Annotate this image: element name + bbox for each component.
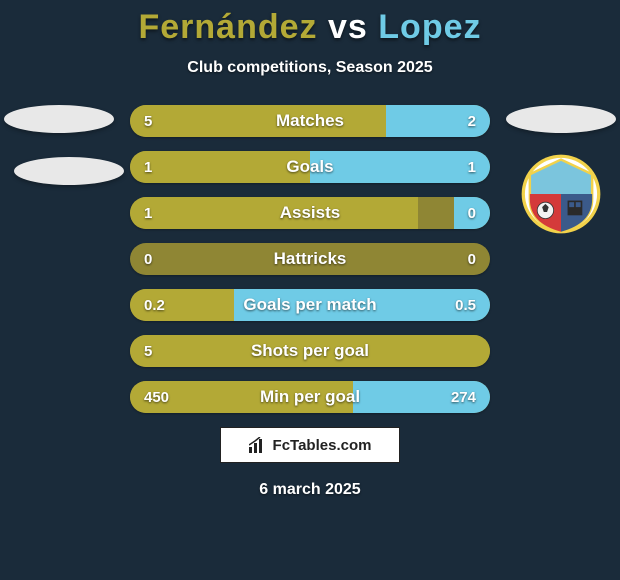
page-title: Fernández vs Lopez bbox=[0, 8, 620, 47]
stat-row: 5Matches2 bbox=[130, 105, 490, 137]
stat-row: 1Assists0 bbox=[130, 197, 490, 229]
stat-row: 5Shots per goal bbox=[130, 335, 490, 367]
stat-value-right: 0 bbox=[468, 197, 476, 229]
stat-row: 0.2Goals per match0.5 bbox=[130, 289, 490, 321]
stat-value-right: 0 bbox=[468, 243, 476, 275]
stat-label: Assists bbox=[130, 197, 490, 229]
stat-value-right: 274 bbox=[451, 381, 476, 413]
stat-label: Hattricks bbox=[130, 243, 490, 275]
stat-row: 0Hattricks0 bbox=[130, 243, 490, 275]
stat-row: 1Goals1 bbox=[130, 151, 490, 183]
stat-label: Goals per match bbox=[130, 289, 490, 321]
stat-row: 450Min per goal274 bbox=[130, 381, 490, 413]
stat-label: Min per goal bbox=[130, 381, 490, 413]
chart-icon bbox=[249, 437, 267, 453]
stat-value-right: 1 bbox=[468, 151, 476, 183]
branding-badge: FcTables.com bbox=[220, 427, 400, 463]
team-left-placeholder-2 bbox=[14, 157, 124, 185]
title-player1: Fernández bbox=[139, 8, 318, 46]
stat-value-right: 0.5 bbox=[455, 289, 476, 321]
title-vs: vs bbox=[328, 8, 368, 46]
branding-text: FcTables.com bbox=[273, 437, 372, 454]
team-right-placeholder bbox=[506, 105, 616, 133]
stat-label: Matches bbox=[130, 105, 490, 137]
date-text: 6 march 2025 bbox=[0, 481, 620, 499]
comparison-chart: 5Matches21Goals11Assists00Hattricks00.2G… bbox=[0, 105, 620, 413]
team-right-crest bbox=[520, 153, 602, 235]
title-player2: Lopez bbox=[378, 8, 481, 46]
team-left-placeholder-1 bbox=[4, 105, 114, 133]
subtitle: Club competitions, Season 2025 bbox=[0, 59, 620, 77]
stat-label: Shots per goal bbox=[130, 335, 490, 367]
stat-value-right: 2 bbox=[468, 105, 476, 137]
stat-label: Goals bbox=[130, 151, 490, 183]
